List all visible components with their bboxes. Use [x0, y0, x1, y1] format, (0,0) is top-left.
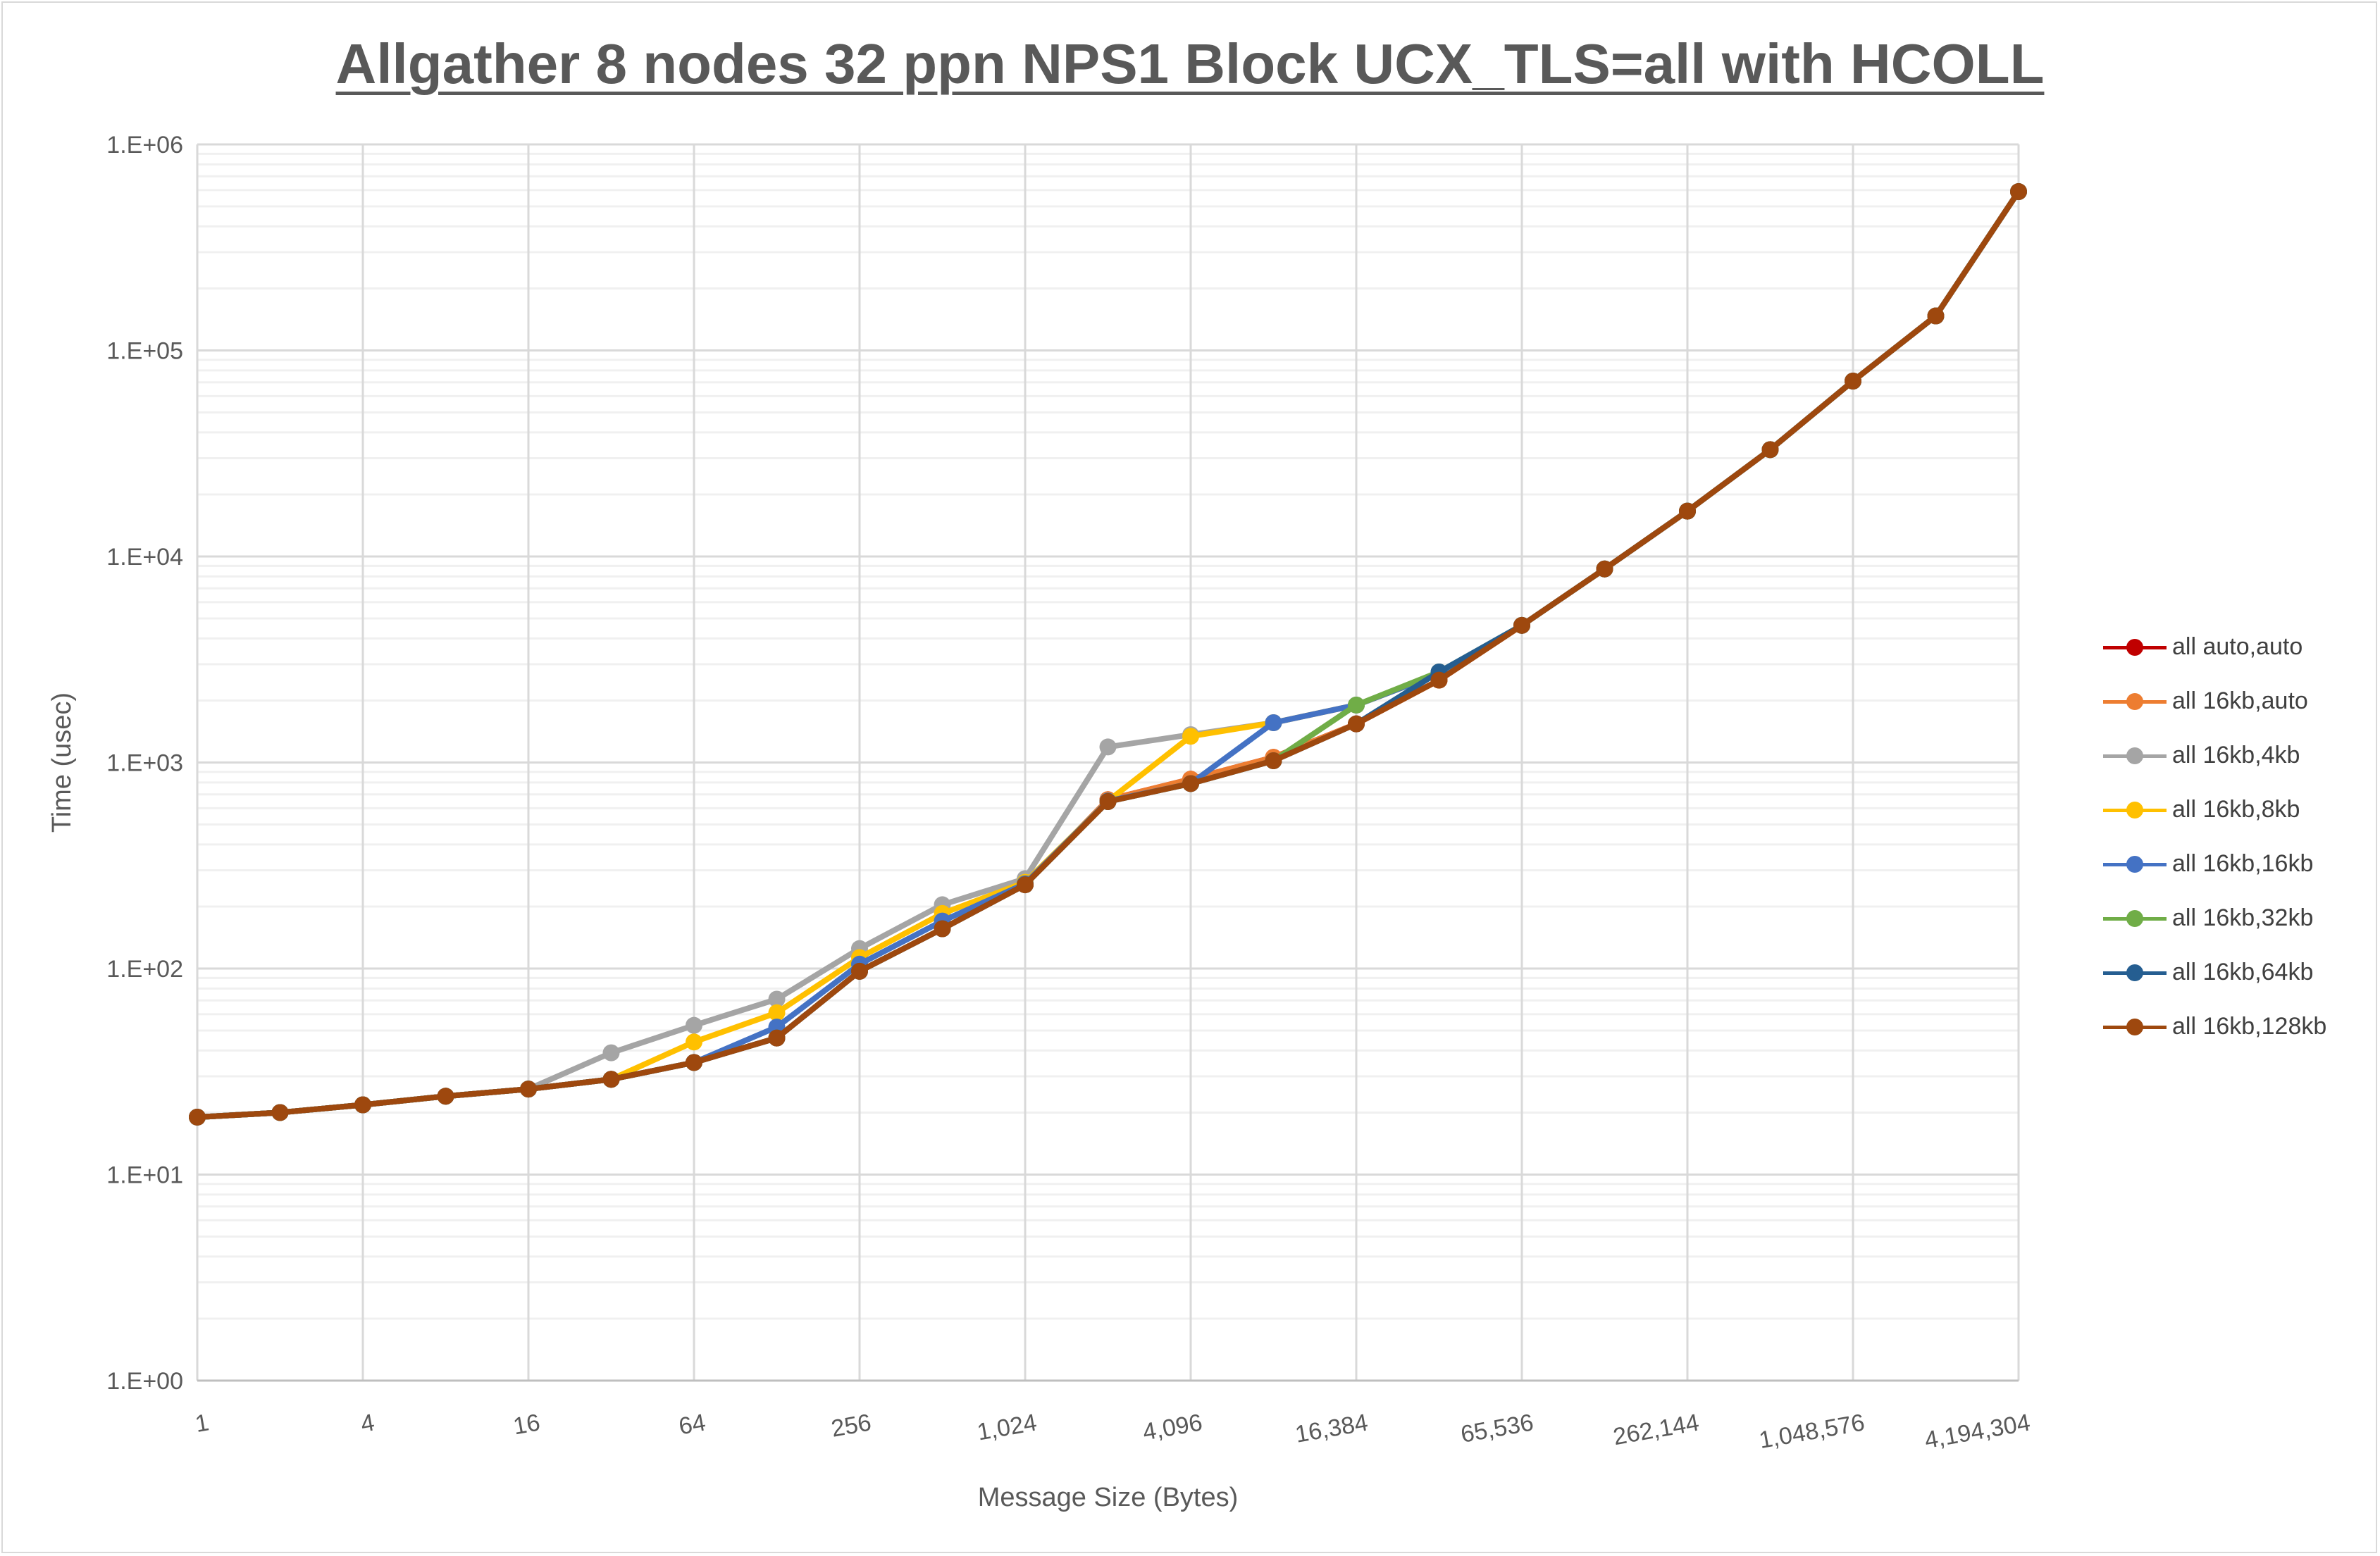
x-tick-label: 4,194,304 — [1923, 1409, 2033, 1454]
data-point — [1596, 560, 1613, 578]
data-point — [1099, 738, 1117, 756]
data-point — [934, 920, 951, 938]
data-point — [1265, 752, 1282, 769]
y-tick-label: 1.E+02 — [106, 956, 183, 983]
series-all-16kb-4kb — [189, 183, 2027, 1126]
legend-label: all 16kb,128kb — [2172, 1013, 2327, 1040]
series-all-16kb-8kb — [189, 183, 2027, 1126]
y-tick-label: 1.E+04 — [106, 544, 183, 571]
data-point — [271, 1104, 289, 1121]
data-point — [1182, 775, 1199, 792]
x-tick-label: 65,536 — [1458, 1409, 1535, 1448]
legend-label: all 16kb,16kb — [2172, 850, 2314, 877]
x-tick-label: 1,048,576 — [1757, 1409, 1867, 1454]
legend-label: all 16kb,4kb — [2172, 742, 2300, 768]
data-point — [851, 962, 868, 980]
legend-marker-icon — [2103, 962, 2167, 983]
data-point — [520, 1081, 537, 1098]
data-point — [602, 1044, 620, 1062]
legend-marker-icon — [2103, 745, 2167, 766]
x-tick-label: 256 — [829, 1409, 873, 1442]
x-tick-label: 16,384 — [1293, 1409, 1370, 1448]
data-point — [1265, 714, 1282, 732]
legend-label: all 16kb,8kb — [2172, 796, 2300, 823]
x-tick-label: 16 — [512, 1409, 543, 1440]
legend-item: all auto,auto — [2103, 620, 2326, 674]
x-tick-label: 1 — [193, 1409, 211, 1438]
y-tick-label: 1.E+00 — [106, 1368, 183, 1395]
series-all-16kb-64kb — [189, 183, 2027, 1126]
legend-label: all 16kb,32kb — [2172, 904, 2314, 931]
series-all-16kb-128kb — [189, 183, 2027, 1126]
legend-marker-icon — [2103, 1016, 2167, 1038]
legend-marker-icon — [2103, 799, 2167, 821]
y-tick-label: 1.E+06 — [106, 132, 183, 158]
legend-marker-icon — [2103, 691, 2167, 712]
data-point — [768, 1004, 786, 1021]
legend-item: all 16kb,32kb — [2103, 891, 2326, 945]
data-point — [768, 990, 786, 1008]
legend: all auto,auto all 16kb,auto all 16kb,4kb al… — [2103, 620, 2326, 1054]
data-point — [1927, 307, 1945, 325]
data-point — [768, 1029, 786, 1047]
data-point — [1099, 793, 1117, 811]
data-point — [602, 1071, 620, 1088]
x-tick-label: 4 — [359, 1409, 376, 1438]
data-point — [189, 1108, 206, 1126]
data-point — [2010, 183, 2027, 201]
data-point — [354, 1096, 371, 1114]
legend-marker-icon — [2103, 637, 2167, 658]
y-tick-label: 1.E+01 — [106, 1162, 183, 1189]
legend-marker-icon — [2103, 854, 2167, 875]
legend-item: all 16kb,auto — [2103, 674, 2326, 728]
data-point — [1182, 728, 1199, 745]
x-tick-label: 64 — [677, 1409, 708, 1440]
legend-label: all 16kb,64kb — [2172, 959, 2314, 985]
legend-item: all 16kb,16kb — [2103, 837, 2326, 891]
data-point — [437, 1088, 454, 1105]
x-tick-label: 262,144 — [1611, 1409, 1702, 1450]
y-tick-label: 1.E+05 — [106, 338, 183, 365]
data-point — [1348, 696, 1365, 714]
legend-label: all 16kb,auto — [2172, 687, 2308, 714]
legend-item: all 16kb,64kb — [2103, 945, 2326, 1000]
series-all-auto-auto — [189, 183, 2027, 1126]
legend-item: all 16kb,4kb — [2103, 728, 2326, 783]
x-tick-label: 1,024 — [975, 1409, 1039, 1445]
data-point — [686, 1016, 702, 1034]
data-point — [1761, 441, 1779, 459]
data-point — [1348, 715, 1365, 733]
legend-item: all 16kb,128kb — [2103, 1000, 2326, 1054]
x-axis-label: Message Size (Bytes) — [978, 1483, 1239, 1512]
series-all-16kb-32kb — [189, 183, 2027, 1126]
data-point — [1430, 671, 1448, 689]
legend-item: all 16kb,8kb — [2103, 783, 2326, 837]
data-point — [686, 1054, 702, 1071]
y-tick-label: 1.E+03 — [106, 750, 183, 777]
legend-marker-icon — [2103, 908, 2167, 929]
data-point — [1513, 616, 1530, 634]
data-point — [686, 1033, 702, 1051]
data-point — [1845, 373, 1861, 390]
legend-label: all auto,auto — [2172, 633, 2303, 660]
chart-title: Allgather 8 nodes 32 ppn NPS1 Block UCX_… — [335, 32, 2045, 95]
series-all-16kb-16kb — [189, 183, 2027, 1126]
data-point — [1017, 876, 1034, 894]
x-tick-label: 4,096 — [1141, 1409, 1204, 1445]
data-point — [1679, 502, 1696, 520]
y-axis-label: Time (usec) — [47, 692, 77, 833]
series-all-16kb-auto — [189, 183, 2027, 1126]
